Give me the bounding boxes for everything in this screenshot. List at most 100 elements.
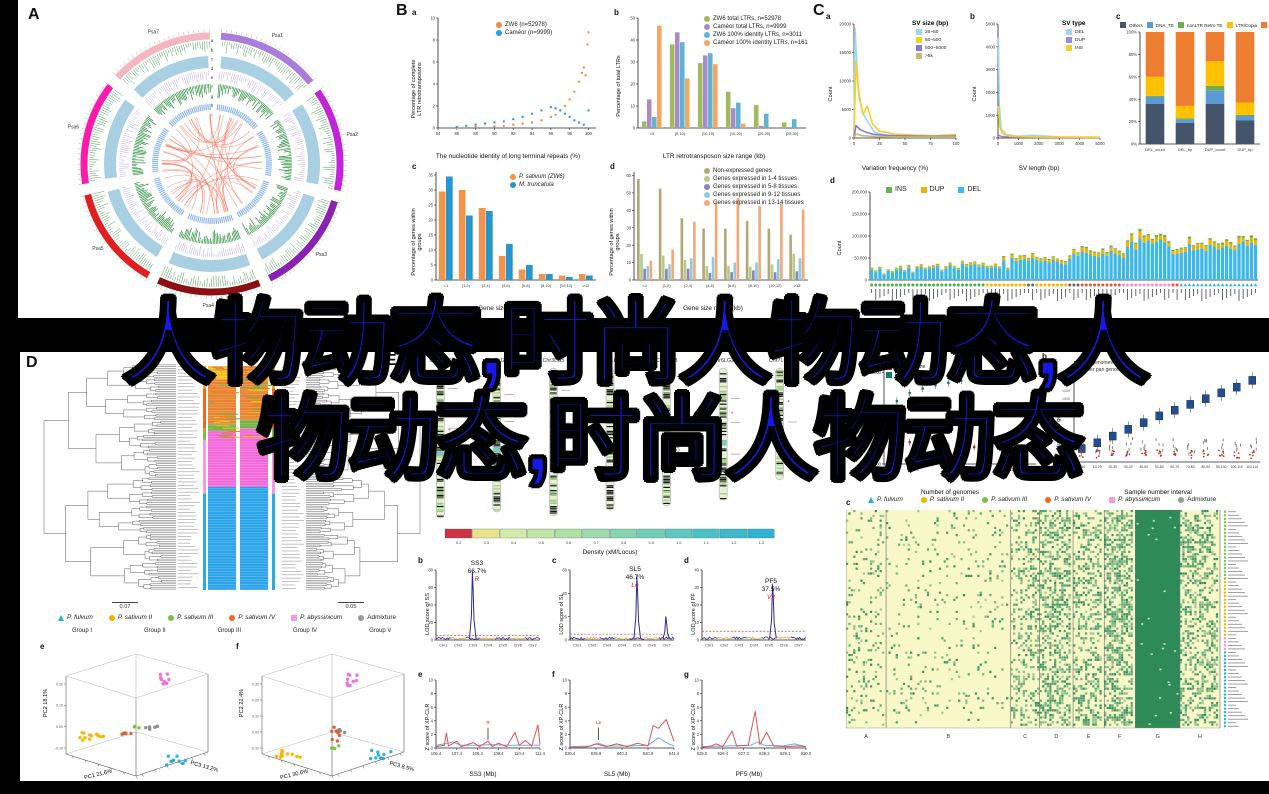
- svg-text:DUP_bp: DUP_bp: [1237, 147, 1253, 152]
- svg-text:100%: 100%: [1126, 30, 1137, 35]
- svg-text:10: 10: [626, 260, 631, 265]
- subpanel-label-f: f: [236, 642, 239, 651]
- svg-text:0: 0: [853, 141, 856, 146]
- svg-text:20: 20: [428, 620, 433, 625]
- svg-text:2: 2: [697, 732, 700, 737]
- svg-text:50: 50: [903, 141, 908, 146]
- panel-label-B: B: [396, 2, 408, 19]
- svg-text:DEL_bp: DEL_bp: [1178, 147, 1193, 152]
- svg-text:641.4: 641.4: [669, 751, 680, 756]
- svg-text:0: 0: [565, 638, 568, 643]
- svg-text:1500: 1500: [1062, 397, 1070, 401]
- legend-item: ZW6 total LTRs, n=52978: [704, 16, 808, 22]
- svg-text:[5,10): [5,10): [675, 131, 686, 136]
- sv-per-sample-bars: d INS DUP DEL Count 0 50,000 100,000 150,000 2…: [828, 174, 1268, 316]
- phylogeny-legend: P. fulvum P. sativum II P. sativum III P. s…: [58, 614, 396, 621]
- subpanel-label-c: c: [1116, 12, 1121, 21]
- legend-item: P. sativum (ZW6): [510, 174, 565, 180]
- legend-item: DUP: [1066, 37, 1085, 43]
- svg-text:[8,10): [8,10): [749, 283, 760, 288]
- subpanel-label-e: e: [418, 670, 423, 679]
- legend-item: ZW6 (n=52978): [496, 22, 552, 28]
- svg-text:1.1: 1.1: [704, 541, 709, 545]
- qtl-sl-trait: SL5: [629, 566, 641, 573]
- pca-right-ylabel: PC2 22.4%: [239, 688, 246, 718]
- svg-text:1.3: 1.3: [759, 541, 764, 545]
- density-colorbar-label: Density (xM/Locus): [582, 549, 638, 556]
- svg-text:0.2: 0.2: [456, 541, 461, 545]
- svg-text:0: 0: [849, 136, 852, 141]
- svg-text:6: 6: [433, 60, 436, 65]
- svg-text:50: 50: [630, 16, 635, 21]
- svg-text:630.0: 630.0: [801, 751, 812, 756]
- legend-item: DUP: [920, 186, 944, 193]
- svg-text:0.5: 0.5: [539, 541, 544, 545]
- svg-text:0%: 0%: [1131, 142, 1137, 147]
- top-figure-sheet: A Psa1 Psa2 Psa3 Psa4 Psa5 Psa6 Psa7 a b c d e f g h i …: [18, 0, 1269, 318]
- svg-text:0.7: 0.7: [594, 541, 599, 545]
- ltr-size-bars-svg: 0 10 20 30 40 50 <5 [5,10) [10,15) [15,20) [20,25)…: [630, 16, 806, 136]
- subpanel-label-a: a: [850, 354, 855, 363]
- sv-per-sample-bars-svg: 0 50,000 100,000 150,000 200,000: [852, 190, 1258, 301]
- sv-per-sample-ylabel: Count: [837, 240, 843, 256]
- xpclr-pf-svg: 0 2 4 6 8 10 625.5 626.4 627.3 628.2 629.1 630.0: [694, 678, 812, 756]
- svg-text:111.4: 111.4: [535, 751, 546, 756]
- svg-text:0: 0: [697, 746, 700, 751]
- group-label: Group V: [369, 628, 392, 634]
- legend-item: Caméor (n=9999): [496, 30, 552, 36]
- subpanel-label-f: f: [552, 670, 555, 679]
- svg-text:4: 4: [433, 82, 436, 87]
- svg-text:R: R: [486, 720, 490, 725]
- ltr-identity-legend: ZW6 (n=52978) Caméor (n=9999): [496, 22, 552, 36]
- legend-item: P. abyssinicum: [1109, 496, 1160, 503]
- svg-text:100: 100: [953, 141, 961, 146]
- svg-text:30: 30: [694, 585, 699, 590]
- gene-intervals-xlabel: Sample number interval: [1124, 489, 1192, 496]
- svg-text:98: 98: [567, 131, 572, 136]
- svg-text:Psa4: Psa4: [203, 303, 215, 309]
- legend-item: DEL: [1066, 29, 1085, 35]
- svg-text:0.8: 0.8: [621, 541, 626, 545]
- subpanel-label-a: a: [412, 8, 417, 17]
- legend-item: P. fulvum: [868, 496, 903, 503]
- svg-text:1000: 1000: [1014, 141, 1024, 146]
- svg-text:100: 100: [585, 131, 593, 136]
- svg-text:50-60: 50-60: [1155, 465, 1164, 469]
- gene-size-legend: P. sativum (ZW6) M. truncatula: [510, 174, 565, 188]
- gene-intervals-legend: Pea genomes Other pan genomes: [1074, 360, 1126, 374]
- svg-text:Chr5: Chr5: [765, 644, 773, 648]
- svg-text:80-90: 80-90: [1201, 465, 1210, 469]
- svg-text:20000: 20000: [869, 462, 881, 467]
- legend-item: Caméor total LTRs, n=9999: [704, 24, 808, 30]
- svg-text:40: 40: [630, 38, 635, 43]
- svg-text:25: 25: [428, 203, 433, 208]
- svg-text:0.20: 0.20: [56, 682, 63, 686]
- svg-text:629.1: 629.1: [780, 751, 791, 756]
- svg-text:*: *: [505, 442, 508, 448]
- svg-text:0.9: 0.9: [649, 541, 654, 545]
- svg-text:[2,4): [2,4): [684, 283, 693, 288]
- gene-expression-bars-svg: 0 10 20 30 40 50 60 <1 [1,2) [2,4) [4,6) [6,8) [8,10…: [626, 172, 808, 288]
- gene-intervals-plot-svg: 1-10 10-20 20-30 30-40 40-50 50-60 60-70 70-80 8…: [1062, 366, 1260, 469]
- svg-text:8: 8: [697, 691, 700, 696]
- svg-text:[8,10): [8,10): [541, 283, 552, 288]
- svg-text:84: 84: [436, 131, 441, 136]
- svg-text:5: 5: [431, 263, 434, 268]
- svg-text:60000: 60000: [869, 370, 881, 375]
- svg-text:110.4: 110.4: [514, 751, 525, 756]
- svg-text:40%: 40%: [1129, 97, 1138, 102]
- legend-item: Others: [1120, 22, 1143, 28]
- svg-text:70-80: 70-80: [1186, 465, 1195, 469]
- svg-text:*: *: [788, 401, 791, 407]
- svg-text:40: 40: [562, 591, 567, 596]
- legend-item: Pan genome: [886, 372, 925, 378]
- svg-text:[1,2): [1,2): [462, 283, 471, 288]
- svg-text:[25,30): [25,30): [786, 131, 799, 136]
- svg-text:5000: 5000: [842, 107, 852, 112]
- svg-text:5000: 5000: [1095, 141, 1105, 146]
- svg-text:1000: 1000: [986, 113, 996, 118]
- svg-text:Chr4: Chr4: [484, 644, 492, 648]
